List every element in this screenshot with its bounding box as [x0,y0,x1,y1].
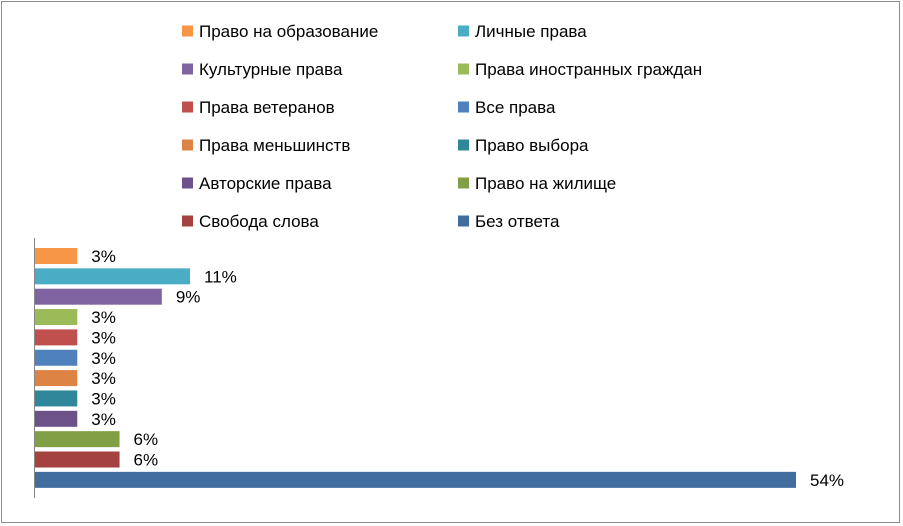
data-label: 3% [91,328,116,347]
bar [35,248,78,264]
legend: Право на образование Личные права Культурн… [182,22,702,231]
legend-label: Личные права [475,22,587,41]
legend-swatch [182,139,193,151]
bar [35,471,796,488]
legend-label: Свобода слова [199,212,319,231]
legend-label: Права ветеранов [199,98,335,117]
legend-label: Право на жилище [475,174,616,193]
legend-label: Право выбора [475,136,589,155]
data-label: 3% [91,308,116,327]
data-label: 3% [91,389,116,408]
data-label: 6% [134,451,159,470]
legend-swatch [182,101,193,113]
bars [35,248,796,488]
data-labels: 3%11%9%3%3%3%3%3%3%6%6%54% [91,247,844,490]
data-label: 9% [176,288,201,307]
data-label: 6% [134,430,159,449]
bar [35,451,120,468]
bar [35,329,78,346]
legend-swatch [182,25,193,37]
data-label: 3% [91,369,116,388]
legend-swatch [182,215,193,227]
legend-label: Право на образование [199,22,378,41]
data-label: 11% [204,267,237,286]
data-label: 3% [91,247,116,266]
bar [35,268,191,285]
legend-swatch [458,63,469,75]
legend-label: Без ответа [475,212,560,231]
legend-label: Культурные права [199,60,343,79]
legend-label: Права иностранных граждан [475,60,702,79]
data-label: 3% [91,410,116,429]
legend-label: Авторские права [199,174,332,193]
bar [35,390,78,407]
legend-swatch [458,25,469,37]
bar [35,410,78,427]
legend-label: Права меньшинств [199,136,350,155]
data-label: 54% [810,471,844,490]
legend-swatch [458,139,469,151]
legend-label: Все права [475,98,556,117]
bar [35,288,162,305]
legend-swatch [182,177,193,189]
data-label: 3% [91,349,116,368]
bar [35,349,78,366]
legend-swatch [458,101,469,113]
bar [35,431,120,448]
legend-swatch [458,215,469,227]
bar [35,309,78,326]
legend-swatch [458,177,469,189]
bar [35,370,78,387]
legend-swatch [182,63,193,75]
